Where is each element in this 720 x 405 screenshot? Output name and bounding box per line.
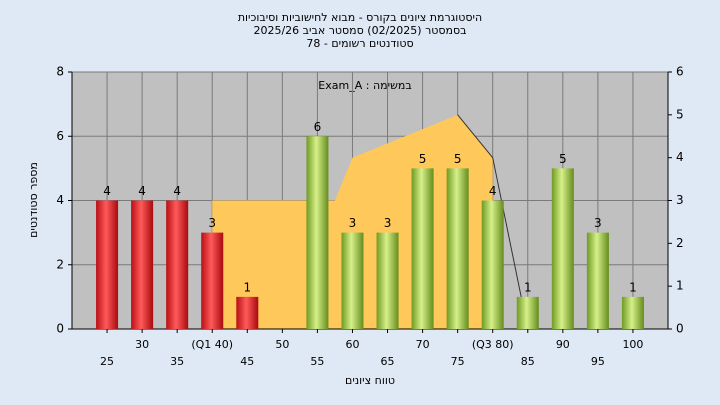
data-label: 5 bbox=[559, 152, 567, 166]
x-tick-label: 45 bbox=[240, 355, 254, 368]
data-label: 4 bbox=[138, 184, 146, 198]
x-axis-title: טווח ציונים bbox=[345, 374, 395, 387]
bar bbox=[516, 296, 539, 329]
bar bbox=[551, 168, 574, 329]
data-label: 4 bbox=[489, 184, 497, 198]
y-tick-label: 6 bbox=[56, 129, 64, 143]
y2-tick-label: 0 bbox=[676, 322, 684, 336]
data-label: 5 bbox=[454, 152, 462, 166]
x-tick-label: 30 bbox=[135, 338, 149, 351]
y2-tick-label: 6 bbox=[676, 65, 684, 79]
bar bbox=[621, 296, 644, 329]
y2-tick-label: 5 bbox=[676, 107, 684, 121]
bar bbox=[341, 232, 364, 329]
data-label: 6 bbox=[314, 120, 322, 134]
x-tick-label: 55 bbox=[310, 355, 324, 368]
chart-subtitle: בסמסטר (02/2025) סמסטר אביב 2025/26 bbox=[253, 24, 466, 37]
chart-subtitle: סטודנטים רשומים - 78 bbox=[306, 37, 413, 50]
x-tick-label: 75 bbox=[451, 355, 465, 368]
y-tick-label: 8 bbox=[56, 65, 64, 79]
data-label: 1 bbox=[629, 280, 637, 294]
x-tick-label: 95 bbox=[591, 355, 605, 368]
x-tick-label: 35 bbox=[170, 355, 184, 368]
bar bbox=[236, 296, 259, 329]
y2-tick-label: 3 bbox=[676, 193, 684, 207]
data-label: 3 bbox=[384, 216, 392, 230]
annotation: במשימה : Exam_A bbox=[318, 79, 411, 92]
bar bbox=[306, 136, 329, 329]
x-tick-label: 85 bbox=[521, 355, 535, 368]
data-label: 3 bbox=[208, 216, 216, 230]
bar bbox=[446, 168, 469, 329]
bar bbox=[586, 232, 609, 329]
bar bbox=[481, 200, 504, 329]
y2-tick-label: 1 bbox=[676, 279, 684, 293]
data-label: 1 bbox=[243, 280, 251, 294]
data-label: 4 bbox=[173, 184, 181, 198]
data-label: 4 bbox=[103, 184, 111, 198]
y-tick-label: 2 bbox=[56, 257, 64, 271]
x-tick-label: (Q3 80) bbox=[472, 338, 514, 351]
x-tick-label: 50 bbox=[275, 338, 289, 351]
x-tick-label: 25 bbox=[100, 355, 114, 368]
bar bbox=[131, 200, 154, 329]
data-label: 3 bbox=[349, 216, 357, 230]
x-tick-label: 60 bbox=[345, 338, 359, 351]
x-tick-label: (Q1 40) bbox=[191, 338, 233, 351]
y-tick-label: 4 bbox=[56, 193, 64, 207]
x-tick-label: 70 bbox=[416, 338, 430, 351]
y2-tick-label: 4 bbox=[676, 150, 684, 164]
x-tick-label: 65 bbox=[381, 355, 395, 368]
x-tick-label: 90 bbox=[556, 338, 570, 351]
data-label: 5 bbox=[419, 152, 427, 166]
bar bbox=[376, 232, 399, 329]
y-tick-label: 0 bbox=[56, 322, 64, 336]
line bbox=[457, 114, 529, 330]
bar bbox=[96, 200, 119, 329]
y2-tick-label: 2 bbox=[676, 236, 684, 250]
y-axis-title: מספר סטודנטים bbox=[27, 162, 40, 238]
data-label: 3 bbox=[594, 216, 602, 230]
chart-title: היסטוגרמת ציונים בקורס - מבוא לחישוביות … bbox=[238, 11, 482, 24]
x-tick-label: 100 bbox=[622, 338, 643, 351]
bar bbox=[166, 200, 189, 329]
bar bbox=[411, 168, 434, 329]
bar bbox=[201, 232, 224, 329]
data-label: 1 bbox=[524, 280, 532, 294]
